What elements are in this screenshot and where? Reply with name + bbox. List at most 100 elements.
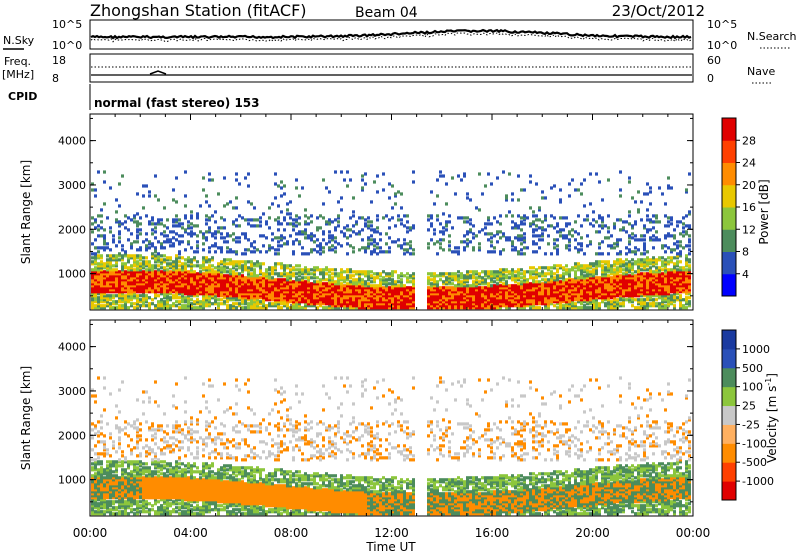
power-cell	[271, 282, 274, 286]
power-cell	[370, 290, 373, 294]
power-cell	[547, 294, 550, 298]
power-cell	[661, 302, 664, 306]
power-cell	[214, 270, 217, 274]
power-cell	[679, 278, 682, 282]
power-cell	[172, 188, 175, 192]
power-cell	[175, 270, 178, 274]
power-cell	[664, 282, 667, 286]
power-cell	[343, 306, 346, 310]
power-cell	[532, 230, 535, 234]
power-cell	[175, 286, 178, 290]
power-cell	[580, 298, 583, 302]
power-cell	[202, 258, 205, 262]
power-cell	[268, 290, 271, 294]
power-cell	[622, 280, 625, 284]
power-cell	[640, 280, 643, 284]
power-cell	[304, 282, 307, 286]
power-cell	[598, 294, 601, 298]
power-cell	[436, 290, 439, 294]
power-cell	[124, 306, 127, 310]
noise-panel: N.Sky 10^5 10^0 10^5 10^0 N.Search	[3, 18, 797, 52]
power-cell	[547, 300, 550, 304]
power-cell	[667, 302, 670, 306]
power-cell	[559, 264, 562, 268]
power-cell	[367, 274, 370, 278]
power-cell	[316, 244, 319, 248]
power-cell	[400, 306, 403, 310]
power-cell	[538, 290, 541, 294]
power-cell	[199, 304, 202, 308]
power-cell	[574, 276, 577, 280]
power-cell	[205, 286, 208, 290]
power-cell	[265, 276, 268, 280]
power-cell	[286, 284, 289, 288]
power-cell	[616, 302, 619, 306]
power-cell	[91, 278, 94, 282]
power-cell	[379, 302, 382, 306]
power-cell	[166, 218, 169, 222]
power-cell	[196, 288, 199, 292]
power-cell	[247, 306, 250, 310]
power-cell	[289, 300, 292, 304]
power-cell	[589, 172, 592, 176]
power-cell	[631, 286, 634, 290]
power-cell	[100, 290, 103, 294]
power-cell	[136, 280, 139, 284]
power-cell	[529, 288, 532, 292]
power-cell	[634, 298, 637, 302]
power-cell	[430, 214, 433, 218]
power-cell	[322, 298, 325, 302]
power-cell	[451, 298, 454, 302]
power-cell	[331, 220, 334, 224]
power-cell	[244, 282, 247, 286]
power-cell	[112, 240, 115, 244]
power-cell	[373, 284, 376, 288]
power-cell	[148, 246, 151, 250]
power-cell	[250, 292, 253, 296]
power-cell	[571, 306, 574, 310]
power-cell	[412, 224, 415, 228]
power-cell	[586, 280, 589, 284]
power-cell	[358, 272, 361, 276]
power-cell	[103, 286, 106, 290]
power-cell	[682, 270, 685, 274]
power-cell	[475, 280, 478, 284]
power-cell	[172, 244, 175, 248]
power-cell	[136, 260, 139, 264]
power-cell	[358, 288, 361, 292]
power-cell	[181, 304, 184, 308]
power-cell	[166, 240, 169, 244]
power-cell	[190, 272, 193, 276]
power-cell	[262, 300, 265, 304]
power-cell	[673, 304, 676, 308]
power-cell	[571, 228, 574, 232]
power-cell	[400, 280, 403, 284]
power-cell	[136, 234, 139, 238]
power-cell	[274, 282, 277, 286]
power-cell	[529, 286, 532, 290]
power-cell	[373, 276, 376, 280]
power-cell	[334, 280, 337, 284]
power-cell	[277, 286, 280, 290]
power-cell	[151, 274, 154, 278]
power-cell	[388, 304, 391, 308]
power-cell	[298, 290, 301, 294]
power-cell	[463, 298, 466, 302]
power-cell	[244, 288, 247, 292]
power-cell	[367, 286, 370, 290]
power-cell	[637, 282, 640, 286]
power-cell	[412, 284, 415, 288]
power-cell	[124, 286, 127, 290]
power-cell	[268, 278, 271, 282]
power-cell	[328, 304, 331, 308]
power-cell	[622, 302, 625, 306]
power-cell	[244, 176, 247, 180]
power-cell	[655, 282, 658, 286]
power-cell	[223, 286, 226, 290]
power-cell	[589, 242, 592, 246]
power-cell	[217, 286, 220, 290]
power-cell	[331, 284, 334, 288]
power-cell	[106, 216, 109, 220]
power-cell	[256, 274, 259, 278]
power-cell	[184, 286, 187, 290]
